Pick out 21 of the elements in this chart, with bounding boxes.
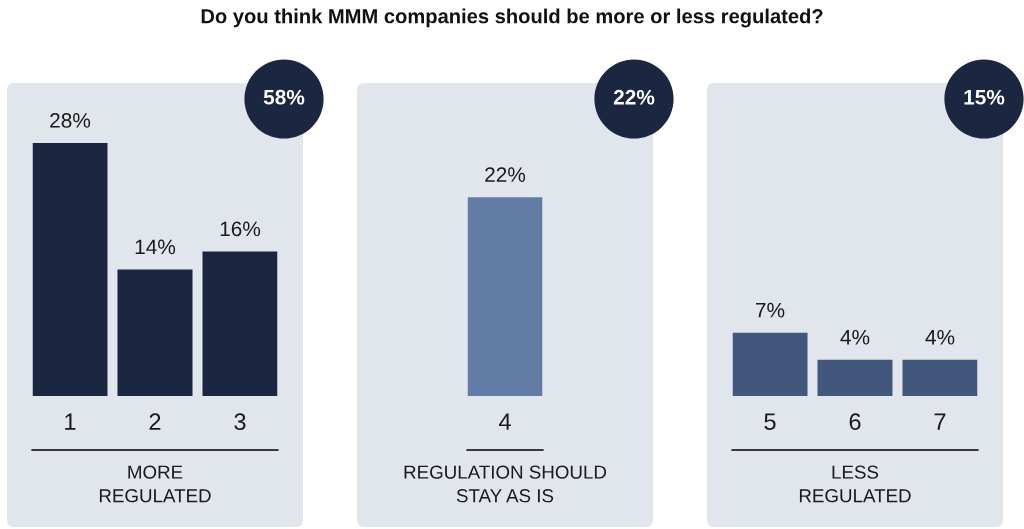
x-tick-label: 1 [65, 413, 76, 430]
data-label: 16% [220, 221, 261, 237]
data-label: 4% [925, 329, 955, 345]
text: 15% [964, 89, 1005, 105]
x-tick-label: 7 [934, 413, 946, 430]
x-tick-label: 5 [764, 413, 776, 431]
x-tick-label: 2 [149, 413, 161, 430]
data-label: 4% [840, 329, 870, 345]
data-label: 22% [485, 167, 526, 182]
data-label: 7% [756, 302, 785, 318]
x-axis-title: LESS REGULATED [799, 465, 911, 503]
x-tick-label: 6 [849, 413, 861, 431]
text: 22% [613, 89, 655, 105]
text: Do you think MMM companies should be more or less regulated? [201, 8, 823, 28]
data-label: 28% [50, 113, 91, 128]
x-tick-label: 4 [498, 413, 511, 430]
x-tick-label: 3 [234, 413, 246, 431]
data-label: 14% [135, 239, 176, 255]
x-axis-title: MORE REGULATED [99, 465, 211, 503]
x-axis-title: REGULATION SHOULD STAY AS IS [404, 465, 607, 503]
text: 58% [263, 89, 305, 105]
